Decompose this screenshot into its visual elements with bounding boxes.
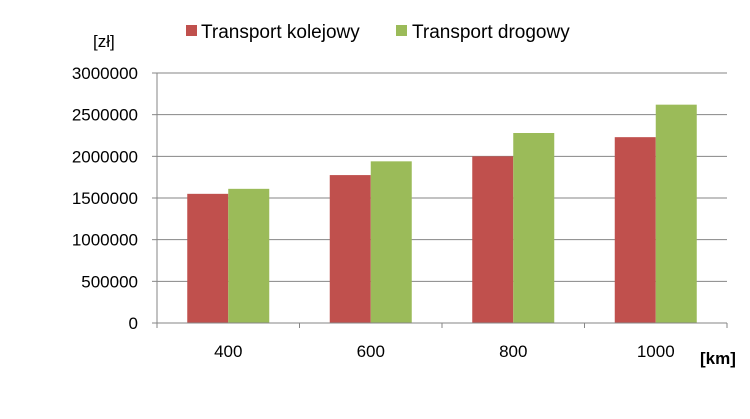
bar-series-1-800 xyxy=(472,156,514,323)
x-tick-label: 800 xyxy=(499,342,527,361)
bar-series-1-600 xyxy=(329,175,371,323)
x-axis-unit-label: [km] xyxy=(700,349,736,368)
y-tick-label: 3000000 xyxy=(72,64,138,83)
legend-label-series-2: Transport drogowy xyxy=(412,22,570,43)
x-tick-label: 1000 xyxy=(637,342,675,361)
bar-series-2-1000 xyxy=(655,104,697,324)
y-tick-labels: 0 500000 1000000 1500000 2000000 2500000 30000… xyxy=(72,64,138,333)
y-tick-label: 1000000 xyxy=(72,231,138,250)
x-tick-label: 600 xyxy=(357,342,385,361)
y-tick-label: 1500000 xyxy=(72,189,138,208)
bar-series-1-400 xyxy=(187,193,229,323)
x-tick-label: 400 xyxy=(214,342,242,361)
y-tick-label: 0 xyxy=(129,314,138,333)
legend-swatch-series-1 xyxy=(186,25,197,36)
legend-label-series-1: Transport kolejowy xyxy=(201,22,360,43)
y-tick-label: 2500000 xyxy=(72,106,138,125)
legend: Transport kolejowy Transport drogowy xyxy=(186,22,570,43)
bar-series-2-600 xyxy=(370,161,412,323)
bar-series-2-800 xyxy=(513,133,555,323)
y-axis-unit-label: [zł] xyxy=(93,32,115,51)
x-tick-labels: 400 600 800 1000 xyxy=(156,323,728,361)
y-tick-label: 500000 xyxy=(81,272,138,291)
bar-series-1-1000 xyxy=(614,137,656,323)
legend-swatch-series-2 xyxy=(396,25,407,36)
bar-series-2-400 xyxy=(228,188,270,323)
y-tick-label: 2000000 xyxy=(72,147,138,166)
bars xyxy=(187,104,697,324)
